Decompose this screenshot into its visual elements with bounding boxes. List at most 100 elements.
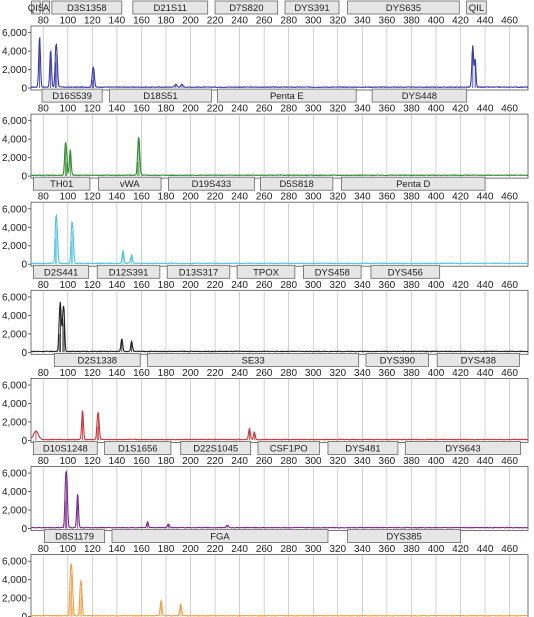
marker-label: TH01 bbox=[50, 179, 73, 190]
x-tick-label: 240 bbox=[231, 456, 248, 467]
marker-tpox: TPOX bbox=[236, 264, 296, 279]
plot-frame bbox=[30, 466, 529, 531]
marker-box bbox=[109, 88, 212, 103]
x-tick-label: 360 bbox=[379, 16, 396, 27]
y-tick-label: 0 bbox=[21, 436, 27, 447]
marker-d16s539: D16S539 bbox=[41, 88, 103, 103]
marker-label: D1S1656 bbox=[118, 444, 158, 455]
x-tick-label: 100 bbox=[59, 368, 76, 379]
marker-label: D19S433 bbox=[192, 179, 232, 190]
x-tick-label: 140 bbox=[109, 368, 126, 379]
x-tick-label: 100 bbox=[59, 280, 76, 291]
marker-se33: SE33 bbox=[147, 352, 360, 367]
x-tick-label: 460 bbox=[501, 544, 518, 555]
y-tick-label: 6,000 bbox=[2, 292, 27, 303]
x-tick-label: 160 bbox=[133, 16, 150, 27]
x-tick-label: 320 bbox=[329, 368, 346, 379]
marker-label: DYS391 bbox=[294, 3, 329, 14]
marker-th01: TH01 bbox=[33, 176, 91, 191]
marker-box bbox=[404, 441, 522, 455]
y-tick-label: 6,000 bbox=[2, 557, 27, 568]
marker-label: CSF1PO bbox=[270, 444, 308, 455]
y-tick-label: 0 bbox=[21, 260, 27, 271]
y-tick-label: 2,000 bbox=[2, 506, 27, 517]
marker-box bbox=[236, 264, 296, 279]
marker-box bbox=[147, 352, 360, 367]
x-tick-label: 80 bbox=[38, 544, 50, 555]
x-tick-label: 220 bbox=[207, 192, 224, 203]
x-tick-label: 260 bbox=[256, 280, 273, 291]
x-tick-label: 420 bbox=[452, 16, 469, 27]
x-tick-label: 340 bbox=[354, 368, 371, 379]
x-tick-label: 380 bbox=[403, 456, 420, 467]
x-tick-label: 300 bbox=[305, 544, 322, 555]
marker-a: A bbox=[42, 0, 50, 15]
x-tick-label: 400 bbox=[428, 544, 445, 555]
x-tick-label: 240 bbox=[231, 368, 248, 379]
marker-dys643: DYS643 bbox=[404, 441, 522, 455]
x-tick-label: 420 bbox=[452, 456, 469, 467]
marker-box bbox=[370, 264, 441, 279]
x-tick-label: 300 bbox=[305, 16, 322, 27]
marker-label: DYS458 bbox=[315, 267, 350, 278]
x-tick-label: 460 bbox=[501, 104, 518, 115]
marker-d12s391: D12S391 bbox=[96, 264, 161, 279]
trace-line bbox=[30, 137, 529, 177]
marker-label: D2S441 bbox=[44, 267, 78, 278]
x-tick-label: 340 bbox=[354, 16, 371, 27]
y-tick-label: 2,000 bbox=[2, 153, 27, 164]
x-tick-label: 340 bbox=[354, 192, 371, 203]
x-tick-label: 260 bbox=[256, 104, 273, 115]
x-tick-label: 120 bbox=[84, 104, 101, 115]
x-tick-label: 460 bbox=[501, 368, 518, 379]
x-tick-label: 180 bbox=[158, 192, 175, 203]
marker-d3s1358: D3S1358 bbox=[51, 0, 123, 15]
marker-dys390: DYS390 bbox=[365, 352, 429, 367]
plot-frame bbox=[30, 25, 529, 91]
x-tick-label: 280 bbox=[280, 544, 297, 555]
x-tick-label: 360 bbox=[379, 280, 396, 291]
y-tick-label: 6,000 bbox=[2, 28, 27, 39]
x-tick-label: 340 bbox=[354, 280, 371, 291]
x-tick-label: 120 bbox=[84, 192, 101, 203]
panel-6: D10S1248 D1S1656 D22S1045 CSF1PO DYS481 DYS64… bbox=[2, 441, 529, 535]
y-tick-label: 2,000 bbox=[2, 594, 27, 605]
x-tick-label: 440 bbox=[477, 192, 494, 203]
marker-d2s1338: D2S1338 bbox=[53, 352, 141, 367]
x-tick-label: 200 bbox=[182, 104, 199, 115]
marker-label: DYS438 bbox=[461, 355, 496, 366]
y-tick-label: 6,000 bbox=[2, 116, 27, 127]
marker-box bbox=[436, 352, 520, 367]
x-tick-label: 160 bbox=[133, 280, 150, 291]
x-tick-label: 160 bbox=[133, 456, 150, 467]
y-tick-label: 4,000 bbox=[2, 399, 27, 410]
marker-box bbox=[365, 352, 429, 367]
marker-dys385: DYS385 bbox=[347, 529, 461, 543]
x-tick-label: 440 bbox=[477, 280, 494, 291]
marker-label: DYS390 bbox=[380, 355, 415, 366]
x-tick-label: 380 bbox=[403, 544, 420, 555]
x-tick-label: 440 bbox=[477, 456, 494, 467]
x-tick-label: 400 bbox=[428, 104, 445, 115]
marker-label: D7S820 bbox=[229, 3, 263, 14]
x-tick-label: 120 bbox=[84, 456, 101, 467]
y-tick-label: 0 bbox=[21, 524, 27, 535]
x-tick-label: 320 bbox=[329, 192, 346, 203]
x-tick-label: 380 bbox=[403, 104, 420, 115]
x-tick-label: 240 bbox=[231, 16, 248, 27]
x-tick-label: 460 bbox=[501, 456, 518, 467]
x-tick-label: 380 bbox=[403, 192, 420, 203]
x-tick-label: 300 bbox=[305, 456, 322, 467]
marker-d19s433: D19S433 bbox=[168, 176, 255, 191]
marker-label: FGA bbox=[210, 532, 230, 543]
y-tick-label: 4,000 bbox=[2, 135, 27, 146]
marker-label: Penta D bbox=[396, 179, 430, 190]
x-tick-label: 360 bbox=[379, 456, 396, 467]
x-tick-label: 320 bbox=[329, 280, 346, 291]
marker-label: DYS635 bbox=[386, 3, 421, 14]
plot-frame bbox=[30, 113, 529, 179]
x-tick-label: 280 bbox=[280, 104, 297, 115]
x-tick-label: 260 bbox=[256, 456, 273, 467]
marker-box bbox=[98, 176, 162, 191]
